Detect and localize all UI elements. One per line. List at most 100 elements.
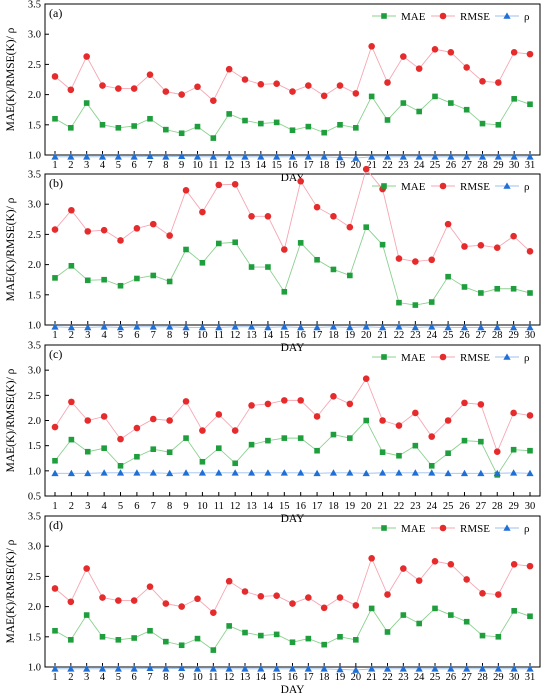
data-point	[83, 100, 90, 106]
data-point	[444, 323, 452, 331]
y-tick-label: 2.0	[28, 90, 41, 101]
data-point	[117, 463, 124, 469]
data-point	[67, 469, 75, 477]
y-tick-label: 3.5	[28, 512, 41, 523]
data-point	[248, 264, 255, 270]
data-point	[100, 413, 108, 420]
data-point	[67, 153, 75, 160]
data-point	[116, 469, 125, 476]
data-point	[100, 469, 108, 476]
legend-marker	[503, 182, 511, 189]
x-tick-label: 27	[476, 501, 487, 512]
x-tick-label: 11	[214, 330, 224, 341]
data-point	[313, 469, 321, 477]
legend-marker	[381, 525, 387, 531]
series-markers-mae	[52, 605, 533, 653]
legend-marker	[503, 524, 511, 531]
y-tick-label: 3.5	[28, 341, 41, 352]
x-tick-label: 5	[116, 160, 121, 171]
data-point	[314, 447, 320, 454]
data-point	[193, 665, 202, 672]
data-point	[52, 627, 58, 634]
data-point	[280, 469, 288, 476]
data-point	[297, 240, 304, 246]
data-point	[241, 665, 249, 672]
data-point	[215, 323, 223, 331]
data-point	[215, 469, 223, 476]
x-tick-label: 23	[410, 330, 421, 341]
data-point	[84, 448, 91, 455]
data-point	[131, 635, 137, 641]
data-point	[330, 212, 337, 220]
y-tick-label: 1.5	[28, 290, 41, 301]
data-point	[337, 634, 343, 640]
data-point	[226, 111, 232, 117]
data-point	[378, 469, 387, 476]
x-tick-label: 28	[477, 672, 488, 683]
data-point	[320, 153, 328, 160]
data-point	[67, 323, 75, 331]
x-tick-label: 19	[345, 330, 356, 341]
data-point	[242, 117, 248, 124]
x-tick-label: 16	[287, 160, 298, 171]
data-point	[305, 82, 312, 89]
data-point	[447, 153, 455, 160]
data-point	[396, 299, 402, 306]
data-point	[416, 620, 422, 627]
data-point	[231, 180, 239, 188]
data-point	[241, 588, 249, 595]
data-point	[412, 302, 419, 308]
data-point	[162, 600, 170, 607]
series-markers-rmse	[51, 375, 534, 456]
y-tick-label: 0.5	[28, 492, 41, 503]
data-point	[166, 278, 173, 285]
data-point	[412, 409, 419, 417]
data-point	[495, 591, 502, 598]
data-point	[527, 613, 533, 620]
x-tick-label: 20	[361, 501, 372, 512]
data-point	[444, 417, 452, 424]
data-point	[510, 232, 517, 240]
data-point	[84, 417, 92, 424]
data-point	[384, 629, 391, 635]
x-tick-label: 11	[208, 160, 218, 171]
data-point	[225, 65, 233, 73]
data-point	[383, 665, 392, 672]
x-tick-label: 27	[476, 330, 487, 341]
data-point	[231, 323, 239, 330]
data-point	[432, 93, 438, 100]
x-tick-label: 12	[224, 672, 235, 683]
x-tick-label: 30	[525, 330, 536, 341]
data-point	[362, 165, 370, 173]
x-tick-label: 6	[134, 330, 139, 341]
data-point	[428, 323, 436, 330]
series-markers-rho	[51, 152, 534, 161]
x-tick-label: 18	[319, 672, 330, 683]
data-point	[448, 612, 454, 618]
data-point	[494, 285, 501, 292]
data-point	[199, 458, 206, 465]
legend-marker	[381, 183, 387, 189]
x-tick-label: 26	[446, 672, 457, 683]
data-point	[346, 223, 354, 231]
data-point	[527, 290, 533, 296]
legend-label: RMSE	[460, 181, 490, 193]
data-point	[510, 49, 518, 56]
data-point	[526, 248, 534, 255]
data-point	[510, 446, 517, 453]
data-point	[182, 469, 190, 476]
chart-panel-a: 1.01.52.02.53.03.51 2 3 4 5 6 7 8 9 10 11 12 13 14 15 1…	[5, 0, 541, 184]
x-tick-label: 18	[328, 330, 339, 341]
data-point	[495, 79, 502, 86]
data-point	[411, 469, 419, 476]
x-tick-label: 15	[279, 330, 290, 341]
x-tick-label: 7	[147, 672, 152, 683]
x-axis-title: DAY	[281, 513, 306, 525]
data-point	[273, 80, 280, 88]
series-markers-mae	[52, 417, 533, 478]
data-point	[258, 632, 264, 639]
data-point	[384, 591, 391, 598]
x-tick-label: 11	[214, 501, 224, 512]
series-markers-rho	[51, 323, 534, 331]
legend: MAE RMSE ρ	[372, 181, 530, 193]
